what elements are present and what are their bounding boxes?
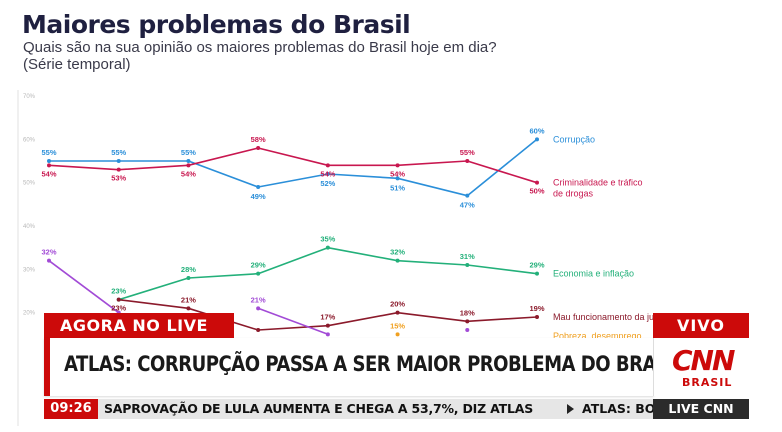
data-label: 49% <box>251 192 266 201</box>
live-cnn-badge: LIVE CNN <box>653 399 749 419</box>
data-label: 60% <box>529 126 544 135</box>
data-label: 29% <box>529 261 544 270</box>
data-point <box>256 185 261 189</box>
data-point <box>186 306 191 311</box>
data-point <box>186 163 191 168</box>
headline-bar: ATLAS: CORRUPÇÃO PASSA A SER MAIOR PROBL… <box>44 338 686 396</box>
data-label: 54% <box>41 169 56 178</box>
data-point <box>395 163 400 168</box>
data-point <box>325 163 330 168</box>
data-point <box>186 159 191 163</box>
data-point <box>465 319 470 324</box>
data-point <box>256 306 261 311</box>
y-tick-label: 20% <box>23 311 36 317</box>
data-label: 21% <box>181 295 196 304</box>
series-name-label: Corrupção <box>553 134 595 144</box>
ticker-separator-icon <box>567 404 574 414</box>
data-point <box>256 271 261 276</box>
news-ticker: 09:26 SAPROVAÇÃO DE LULA AUMENTA E CHEGA… <box>44 399 654 419</box>
series-name-label: Economia e inflação <box>553 269 634 279</box>
data-point <box>465 193 470 198</box>
chart-title: Maiores problemas do Brasil <box>22 10 411 39</box>
ticker-clock: 09:26 <box>44 399 98 419</box>
data-point <box>395 332 400 337</box>
data-point <box>395 258 400 263</box>
data-label: 55% <box>181 148 196 157</box>
data-label: 29% <box>251 261 266 270</box>
series-name-label: Criminalidade e tráfico <box>553 178 643 188</box>
agora-no-live-banner: AGORA NO LIVE <box>44 313 234 338</box>
y-tick-label: 60% <box>23 137 36 143</box>
data-label: 28% <box>181 265 196 274</box>
data-label: 18% <box>460 308 475 317</box>
chart-subtitle-2: (Série temporal) <box>23 56 131 73</box>
data-point <box>116 297 121 302</box>
data-label: 55% <box>41 148 56 157</box>
series-line <box>49 138 538 197</box>
data-point <box>395 176 400 181</box>
data-point <box>465 159 470 163</box>
data-point <box>47 159 51 163</box>
data-point <box>465 328 470 332</box>
data-label: 23% <box>111 287 126 296</box>
series-name-label: Mau funcionamento da ju <box>553 312 654 322</box>
data-label: 31% <box>460 252 475 261</box>
data-label: 32% <box>41 248 56 257</box>
y-tick-label: 40% <box>23 224 36 230</box>
data-point <box>535 271 539 276</box>
data-point <box>325 323 330 328</box>
data-point <box>465 263 470 267</box>
data-label: 15% <box>390 321 405 330</box>
data-point <box>395 310 400 315</box>
data-point <box>47 258 51 263</box>
series-line <box>48 147 538 184</box>
data-point <box>116 159 121 163</box>
data-label: 58% <box>251 135 266 144</box>
data-label: 21% <box>251 295 266 304</box>
data-point <box>325 332 330 337</box>
cnn-brasil-text: BRASIL <box>682 376 733 389</box>
data-point <box>535 315 539 319</box>
data-label: 32% <box>390 248 405 257</box>
data-point <box>325 245 330 250</box>
data-point <box>256 146 261 150</box>
data-label: 54% <box>181 169 196 178</box>
data-label: 23% <box>111 304 126 313</box>
data-label: 20% <box>390 300 405 309</box>
cnn-logo: CNN BRASIL <box>653 338 749 396</box>
data-label: 55% <box>111 148 126 157</box>
data-label: 55% <box>460 148 475 157</box>
chart-subtitle: Quais são na sua opinião os maiores prob… <box>23 39 497 56</box>
series-line <box>257 307 329 336</box>
series-name-label: de drogas <box>553 189 594 199</box>
cnn-logo-text: CNN <box>672 344 735 377</box>
data-point <box>325 172 330 176</box>
headline-text: ATLAS: CORRUPÇÃO PASSA A SER MAIOR PROBL… <box>64 352 686 376</box>
data-label: 52% <box>320 179 335 188</box>
data-label: 17% <box>320 313 335 322</box>
data-label: 19% <box>529 304 544 313</box>
data-point <box>535 137 539 142</box>
line-chart: 70% 60% 50% 40% 30% 20% 55% 55% 55% 49% 52% 51% 47%… <box>17 90 654 426</box>
data-label: 53% <box>111 174 126 183</box>
data-point <box>186 276 191 280</box>
vivo-badge: VIVO <box>653 313 749 338</box>
ticker-headline-next: ATLAS: BO <box>582 401 654 416</box>
data-label: 47% <box>460 201 475 210</box>
data-point <box>535 180 539 185</box>
series-line <box>48 260 120 314</box>
series-name-label: Pobreza, desemprego <box>553 331 642 341</box>
data-label: 54% <box>320 169 335 178</box>
data-label: 51% <box>390 183 405 192</box>
data-point <box>116 167 121 172</box>
data-label: 35% <box>320 235 335 244</box>
y-tick-label: 30% <box>23 267 36 273</box>
data-point <box>47 163 51 168</box>
y-tick-label: 70% <box>23 94 36 100</box>
data-label: 54% <box>390 169 405 178</box>
data-point <box>256 328 261 332</box>
data-label: 50% <box>529 187 544 196</box>
ticker-headline: SAPROVAÇÃO DE LULA AUMENTA E CHEGA A 53,… <box>104 401 534 416</box>
y-tick-label: 50% <box>23 181 36 187</box>
